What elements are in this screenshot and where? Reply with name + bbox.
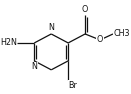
Text: CH3: CH3 bbox=[114, 30, 130, 38]
Text: Br: Br bbox=[69, 81, 78, 90]
Text: H2N: H2N bbox=[0, 38, 17, 47]
Text: O: O bbox=[82, 5, 88, 14]
Text: N: N bbox=[48, 24, 54, 33]
Text: N: N bbox=[31, 62, 37, 71]
Text: O: O bbox=[97, 35, 103, 44]
